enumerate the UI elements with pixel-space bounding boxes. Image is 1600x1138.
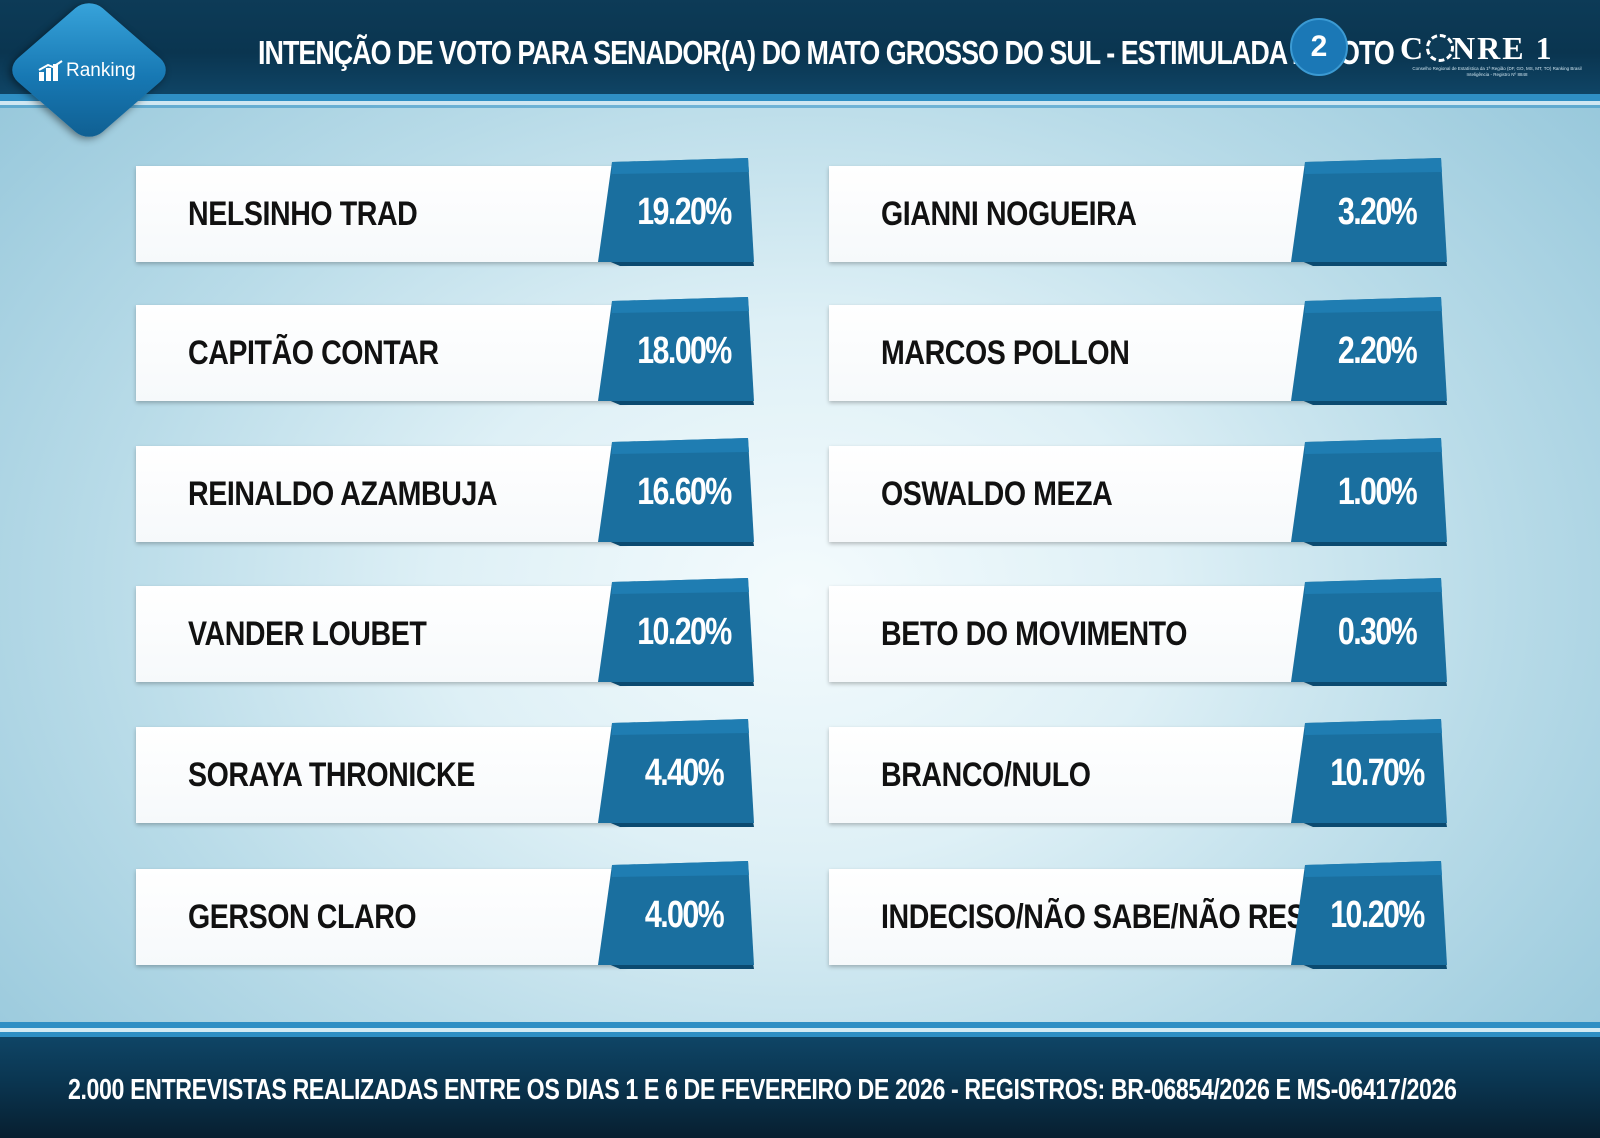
percentage-tab [1291,578,1447,686]
footer-bar [0,1037,1600,1138]
conre-brand-name: CONRE 1 [1400,30,1554,66]
candidate-percentage: 10.20% [1330,894,1425,936]
candidate-name: VANDER LOUBET [188,615,427,653]
candidate-percentage: 4.00% [644,894,725,936]
percentage-tab [1291,861,1447,969]
candidate-card: INDECISO/NÃO SABE/NÃO RESP. 10.20% [829,861,1449,969]
footer-note: 2.000 ENTREVISTAS REALIZADAS ENTRE OS DI… [68,1074,1457,1106]
gear-icon [1426,34,1454,62]
candidate-card: SORAYA THRONICKE 4.40% [136,719,756,827]
conre-brand-subtitle: Conselho Regional de Estatística da 1ª R… [1412,66,1582,77]
percentage-tab [1291,719,1447,827]
candidate-card-panel [136,586,626,682]
candidate-card-panel [136,446,626,542]
candidate-card-panel [829,586,1319,682]
candidate-percentage: 2.20% [1337,330,1418,372]
candidate-card-panel [136,727,626,823]
percentage-tab [598,578,754,686]
candidate-card-panel [829,305,1319,401]
candidate-card: MARCOS POLLON 2.20% [829,297,1449,405]
candidate-card: CAPITÃO CONTAR 18.00% [136,297,756,405]
bar-chart-icon [38,60,63,81]
candidate-name: CAPITÃO CONTAR [188,334,439,372]
candidate-percentage: 4.40% [644,752,725,794]
footer-stripe-thin [0,1032,1600,1037]
candidate-percentage: 16.60% [637,471,732,513]
candidate-card: NELSINHO TRAD 19.20% [136,158,756,266]
candidate-card-panel [136,869,626,965]
candidate-percentage: 3.20% [1337,191,1418,233]
candidate-name: INDECISO/NÃO SABE/NÃO RESP. [881,898,1328,936]
candidate-card: OSWALDO MEZA 1.00% [829,438,1449,546]
ranking-logo-label: Ranking [66,60,136,81]
candidate-card: GIANNI NOGUEIRA 3.20% [829,158,1449,266]
candidate-card-panel [829,727,1319,823]
candidate-percentage: 10.70% [1330,752,1425,794]
page-title: INTENÇÃO DE VOTO PARA SENADOR(A) DO MATO… [258,34,1395,71]
header-stripe-thin [0,105,1600,108]
candidate-percentage: 18.00% [637,330,732,372]
candidate-name: GERSON CLARO [188,898,417,936]
candidate-name: NELSINHO TRAD [188,195,418,233]
candidate-name: BRANCO/NULO [881,756,1091,794]
percentage-tab [598,297,754,405]
header-stripe [0,94,1600,101]
candidate-name: GIANNI NOGUEIRA [881,195,1137,233]
ranking-logo: Ranking [4,0,174,144]
candidate-card: GERSON CLARO 4.00% [136,861,756,969]
candidate-name: BETO DO MOVIMENTO [881,615,1187,653]
candidate-percentage: 0.30% [1337,611,1418,653]
percentage-tab [598,158,754,266]
candidate-percentage: 1.00% [1337,471,1418,513]
percentage-tab [1291,438,1447,546]
candidate-card-panel [829,869,1319,965]
footer-stripe [0,1022,1600,1028]
candidate-card: VANDER LOUBET 10.20% [136,578,756,686]
candidate-percentage: 19.20% [637,191,732,233]
candidate-card-panel [829,166,1319,262]
percentage-tab [1291,158,1447,266]
page-number-badge: 2 [1290,18,1348,76]
candidate-name: REINALDO AZAMBUJA [188,475,498,513]
candidate-card-panel [829,446,1319,542]
candidate-percentage: 10.20% [637,611,732,653]
conre-logo: CONRE 1 Conselho Regional de Estatística… [1400,30,1582,82]
candidate-card: BETO DO MOVIMENTO 0.30% [829,578,1449,686]
percentage-tab [598,719,754,827]
candidate-card: BRANCO/NULO 10.70% [829,719,1449,827]
candidate-card-panel [136,166,626,262]
footer-stripe-light [0,1028,1600,1032]
percentage-tab [1291,297,1447,405]
candidate-card-panel [136,305,626,401]
percentage-tab [598,861,754,969]
candidate-card: REINALDO AZAMBUJA 16.60% [136,438,756,546]
candidate-name: MARCOS POLLON [881,334,1130,372]
candidate-name: OSWALDO MEZA [881,475,1113,513]
candidate-name: SORAYA THRONICKE [188,756,475,794]
percentage-tab [598,438,754,546]
header-stripe-light [0,101,1600,105]
